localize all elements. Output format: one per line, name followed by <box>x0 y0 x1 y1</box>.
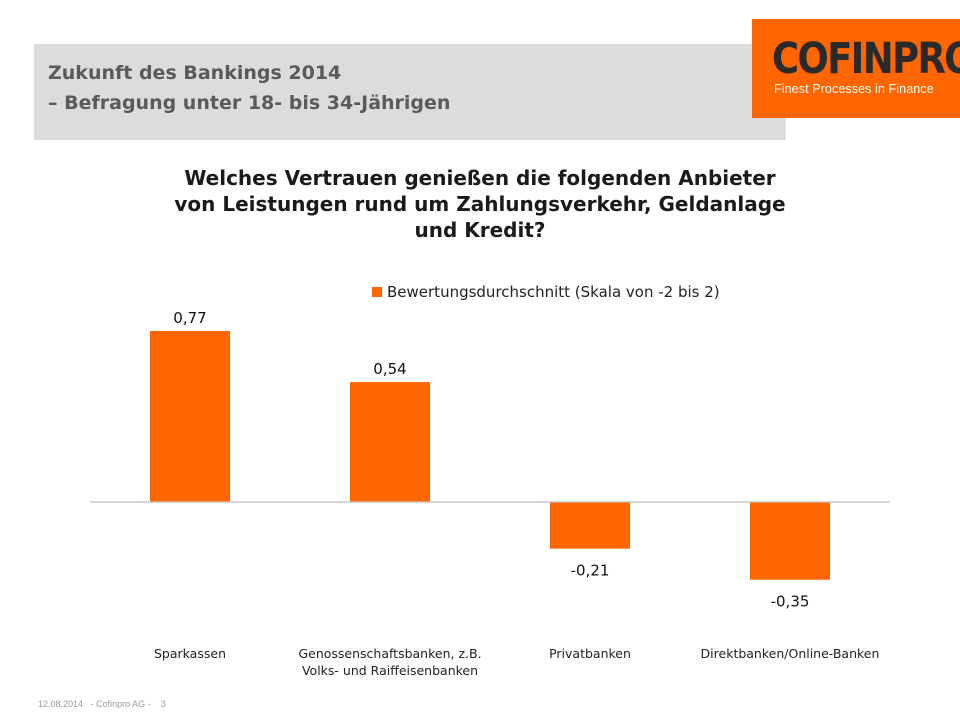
footer-date: 12.08.2014 <box>38 699 84 709</box>
bar <box>550 502 630 549</box>
bar <box>150 331 230 502</box>
chart-title-line-2: von Leistungen rund um Zahlungsverkehr, … <box>174 192 786 216</box>
footer-company: - Cofinpro AG - <box>90 699 151 709</box>
category-label: Genossenschaftsbanken, z.B. <box>298 646 481 661</box>
footer: 12.08.2014 - Cofinpro AG - 3 <box>38 699 166 709</box>
data-label: -0,35 <box>771 593 810 611</box>
page-title: Zukunft des Bankings 2014 – Befragung un… <box>48 58 450 118</box>
category-label: Sparkassen <box>154 646 226 661</box>
logo-tagline: Finest Processes in Finance <box>774 82 934 96</box>
legend-swatch <box>372 287 382 297</box>
legend-label: Bewertungsdurchschnitt (Skala von -2 bis… <box>387 283 720 301</box>
cofinpro-logo: COFINPRO Finest Processes in Finance <box>752 19 960 118</box>
data-label: 0,54 <box>373 360 406 378</box>
data-label: 0,77 <box>173 309 206 327</box>
page-title-line-1: Zukunft des Bankings 2014 <box>48 62 342 84</box>
data-label: -0,21 <box>571 562 610 580</box>
logo-wordmark: COFINPRO <box>772 34 960 84</box>
category-label: Direktbanken/Online-Banken <box>701 646 880 661</box>
chart-title-line-1: Welches Vertrauen genießen die folgenden… <box>184 166 776 190</box>
bar <box>350 382 430 502</box>
chart-title: Welches Vertrauen genießen die folgenden… <box>120 165 840 243</box>
chart-title-line-3: und Kredit? <box>414 218 546 242</box>
category-label: Privatbanken <box>549 646 631 661</box>
page-title-line-2: – Befragung unter 18- bis 34-Jährigen <box>48 92 451 114</box>
category-label: Volks- und Raiffeisenbanken <box>302 663 478 678</box>
bar <box>750 502 830 580</box>
header-band <box>34 44 786 140</box>
footer-page-number: 3 <box>160 699 166 709</box>
